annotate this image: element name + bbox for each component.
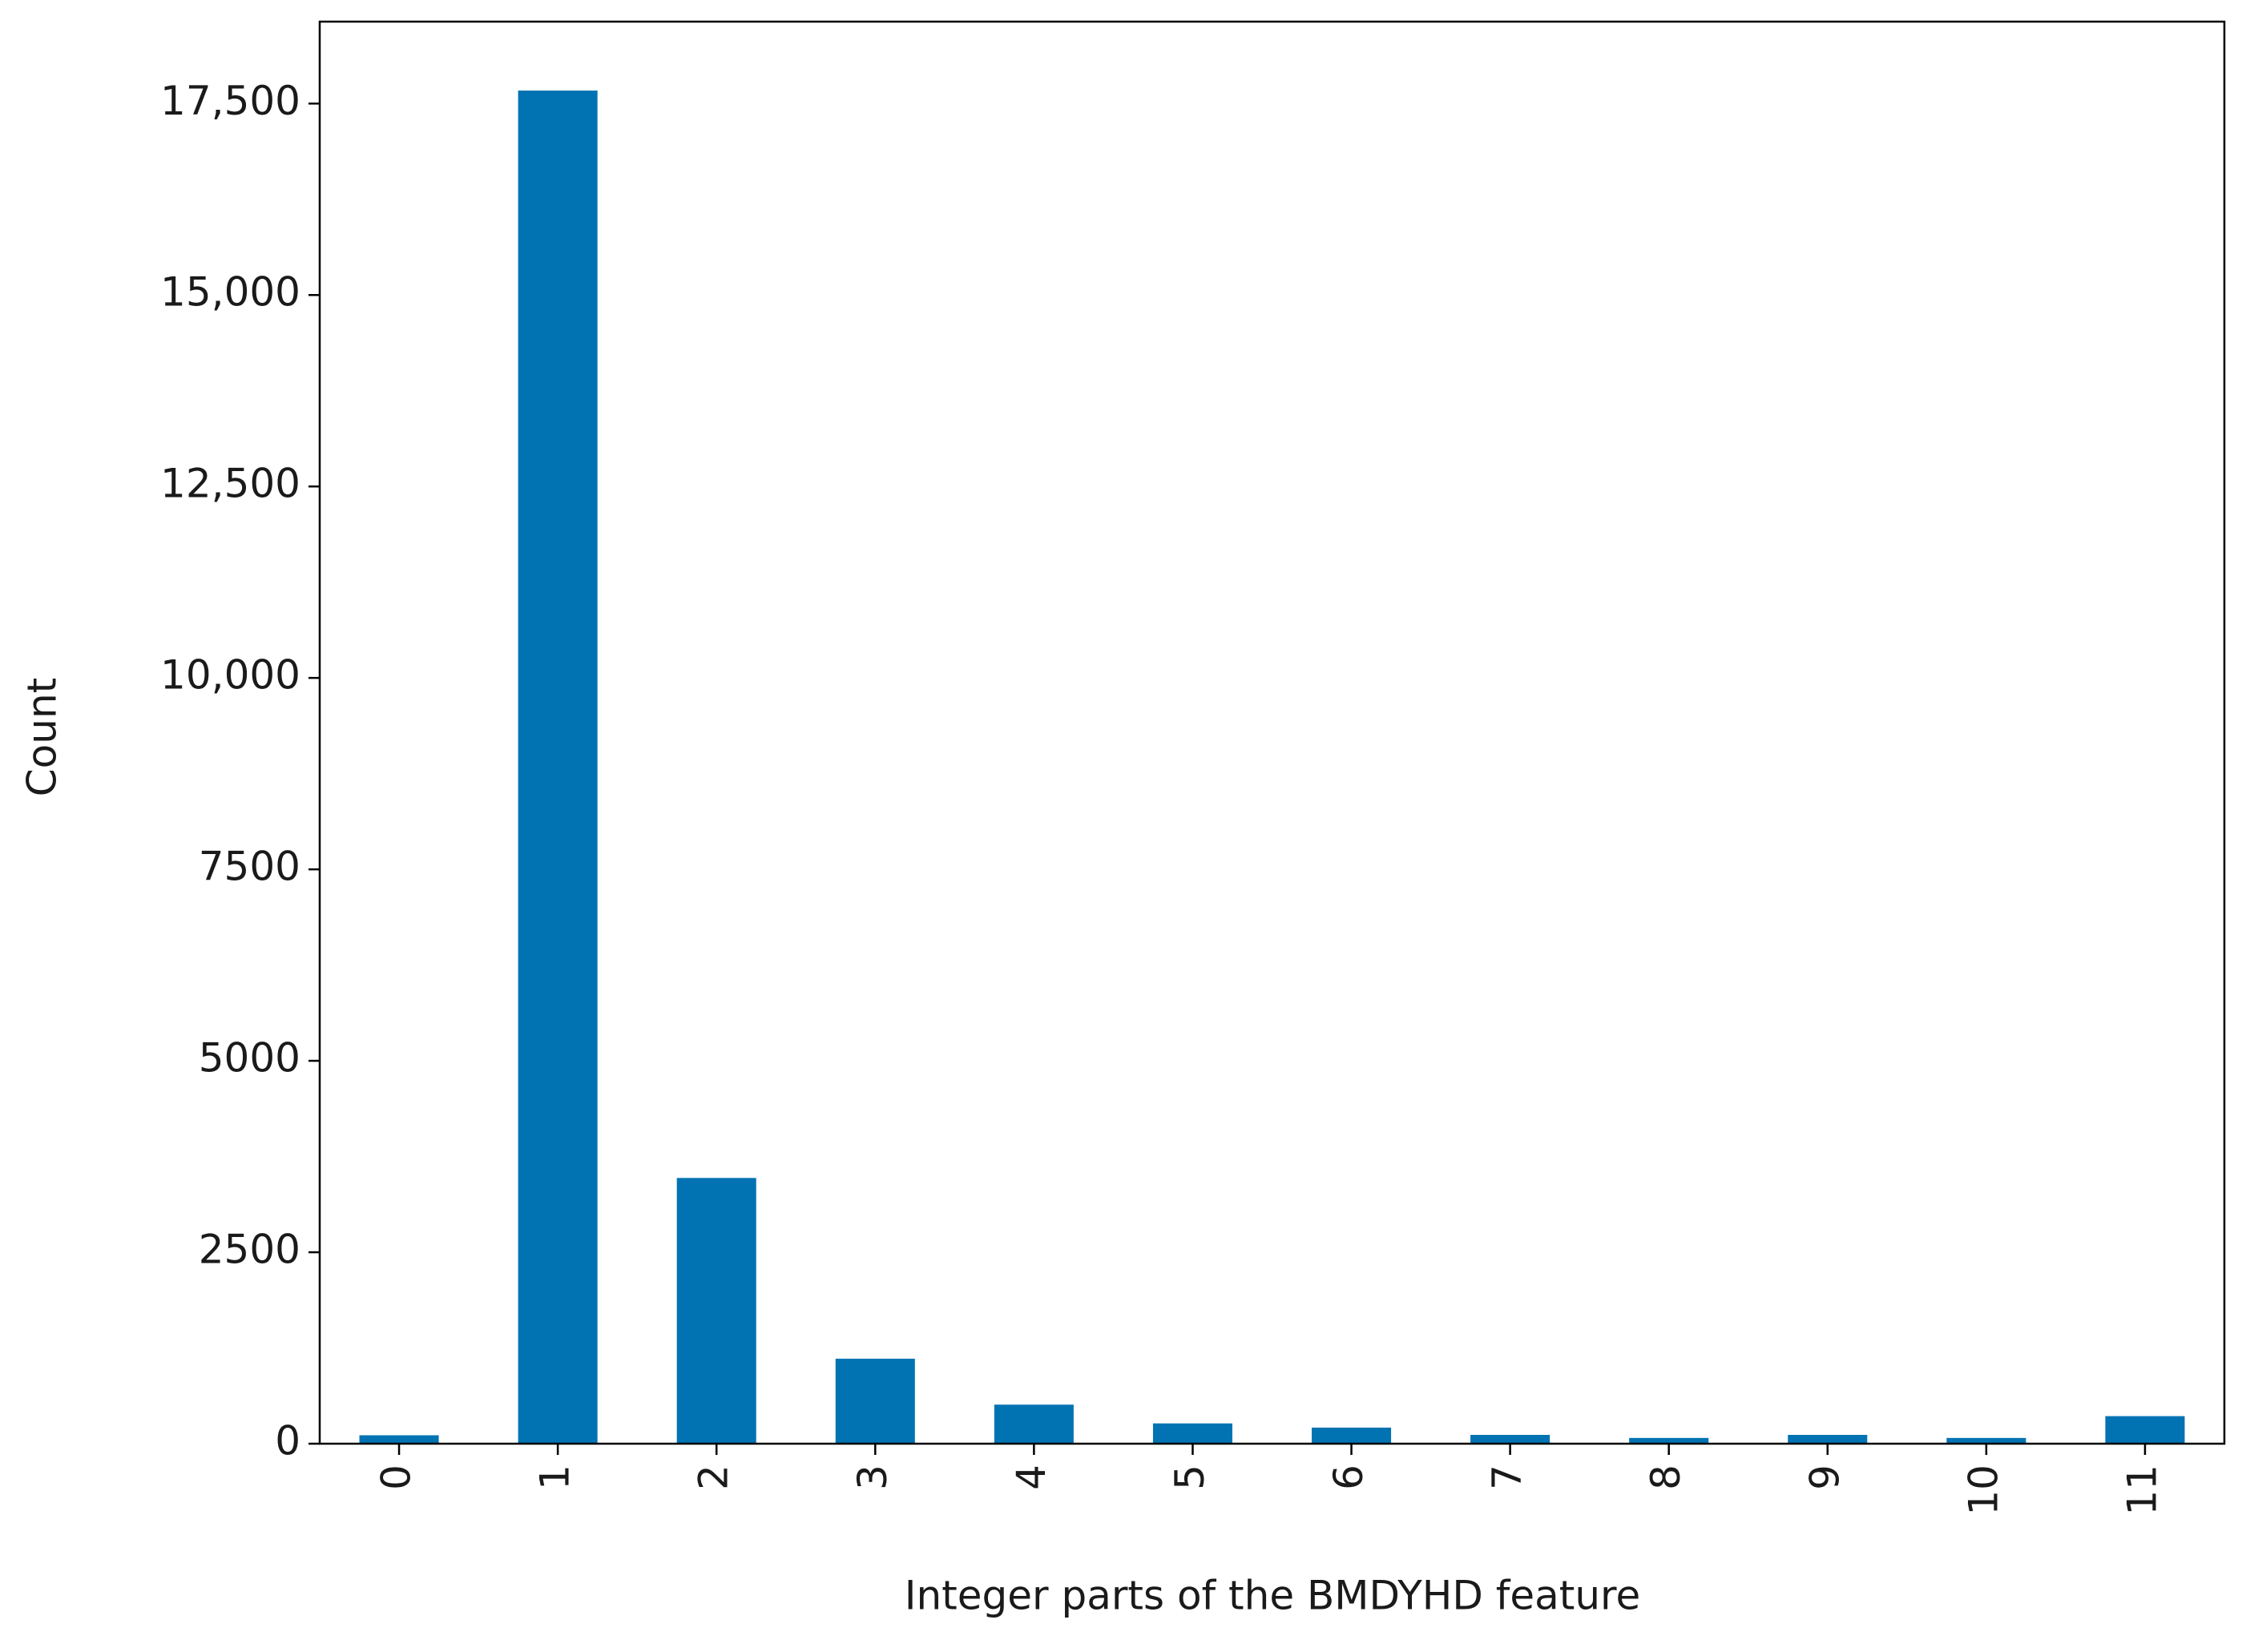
y-tick-label: 2500 [199,1227,300,1273]
bar [1312,1427,1392,1444]
x-tick-label: 6 [1325,1465,1372,1490]
bar [2105,1416,2185,1444]
x-tick-label: 4 [1008,1465,1054,1490]
bar [1152,1423,1232,1444]
y-axis-label: Count [19,678,66,797]
x-tick-label: 0 [373,1465,420,1490]
y-tick-label: 15,000 [160,269,300,316]
bar [1470,1435,1550,1444]
x-axis-label: Integer parts of the BMDYHD feature [905,1573,1641,1619]
bar [835,1358,915,1444]
y-tick-label: 0 [275,1418,300,1465]
x-tick-label: 11 [2119,1465,2165,1516]
bar [1788,1435,1868,1444]
y-tick-label: 7500 [199,844,300,890]
x-tick-label: 9 [1801,1465,1848,1490]
plot-frame [318,20,2226,1445]
y-tick-label: 12,500 [160,461,300,507]
bar [359,1435,439,1444]
bar [518,91,598,1444]
bar [1629,1437,1709,1444]
x-tick-label: 3 [849,1465,896,1490]
x-tick-label: 5 [1167,1465,1213,1490]
y-tick-label: 10,000 [160,652,300,699]
bar [1946,1437,2026,1444]
x-tick-label: 1 [532,1465,579,1490]
bar [994,1404,1074,1444]
y-tick-label: 5000 [199,1035,300,1082]
bar [676,1178,756,1444]
x-tick-label: 8 [1643,1465,1689,1490]
x-tick-label: 7 [1484,1465,1530,1490]
y-tick-label: 17,500 [160,78,300,124]
x-tick-label: 2 [691,1465,737,1490]
x-tick-label: 10 [1960,1465,2006,1516]
